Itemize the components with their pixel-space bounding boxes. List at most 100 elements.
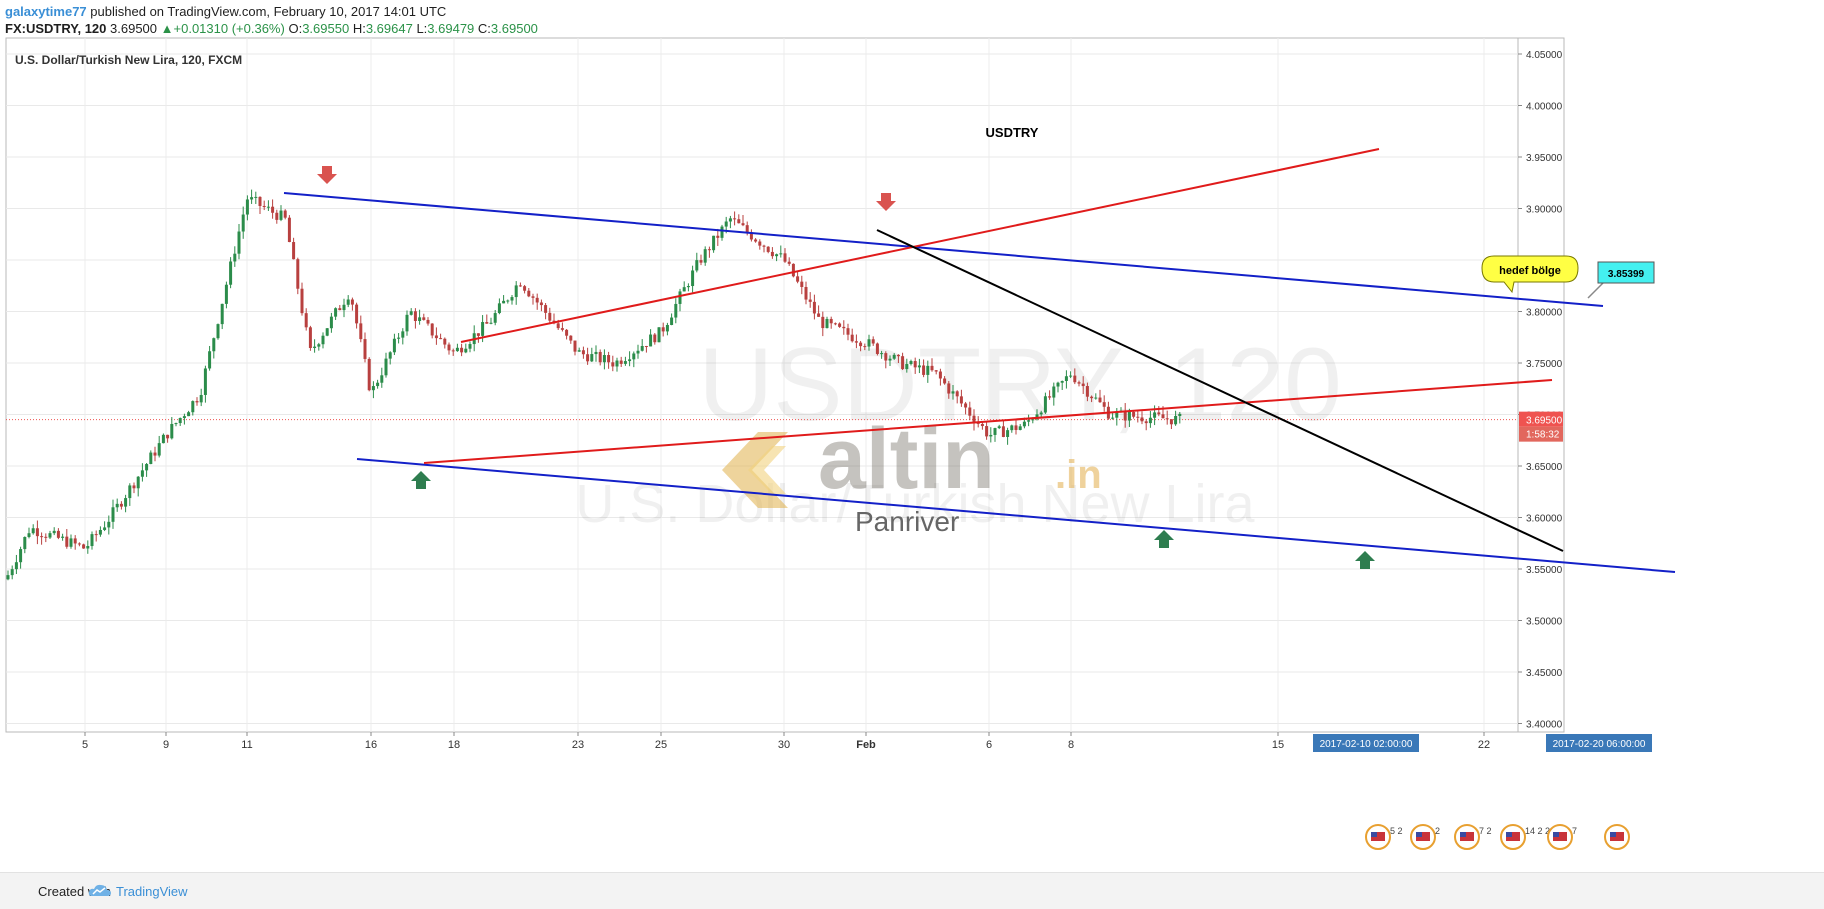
candle-body	[1165, 418, 1169, 420]
economic-event-badge[interactable]: 5 2	[1365, 824, 1403, 850]
economic-event-badge[interactable]: 14 2 2	[1500, 824, 1550, 850]
y-tick-label: 3.90000	[1526, 205, 1563, 216]
candle-down	[812, 294, 816, 320]
candle-body	[266, 206, 270, 208]
candle-up	[1069, 371, 1073, 379]
economic-event-badge[interactable]: 7 2	[1454, 824, 1492, 850]
candle-down	[699, 254, 703, 266]
candle-body	[791, 263, 795, 277]
open-value: 3.69550	[302, 21, 350, 36]
tradingview-cloud-icon	[88, 884, 111, 896]
candle-down	[1144, 419, 1148, 431]
candle-body	[943, 378, 947, 384]
candle-body	[1157, 412, 1161, 415]
candle-body	[1115, 412, 1119, 418]
y-tick-label: 3.55000	[1526, 565, 1563, 576]
candle-down	[539, 299, 543, 312]
candle-body	[430, 323, 434, 336]
target-zone-callout: hedef bölge	[1481, 255, 1579, 294]
candle-body	[976, 422, 980, 424]
candle-down	[1102, 395, 1106, 412]
candle-up	[993, 427, 997, 442]
candle-up	[636, 344, 640, 359]
price-chart[interactable]: 4.050004.000003.950003.900003.850003.800…	[0, 0, 1824, 872]
tradingview-link[interactable]: TradingView	[116, 884, 188, 899]
candle-up	[250, 189, 254, 204]
candle-body	[590, 354, 594, 362]
candle-up	[455, 343, 459, 352]
candle-up	[313, 339, 317, 353]
candle-up	[254, 191, 258, 204]
candle-body	[27, 533, 31, 538]
candle-down	[968, 401, 972, 421]
us-flag-canton	[1460, 832, 1466, 837]
candle-body	[586, 354, 590, 362]
author-link[interactable]: galaxytime77	[5, 4, 87, 19]
us-flag-canton	[1553, 832, 1559, 837]
candle-down	[770, 247, 774, 259]
candle-down	[82, 543, 86, 549]
candle-body	[1098, 397, 1102, 403]
event-count-label: 2	[1435, 826, 1440, 836]
y-tick-label: 4.00000	[1526, 102, 1563, 113]
candle-body	[1085, 386, 1089, 397]
candle-up	[19, 546, 23, 569]
candle-body	[779, 253, 783, 255]
candle-down	[451, 348, 455, 356]
candle-body	[783, 253, 787, 262]
last-price-tag-label: 3.69500	[1526, 416, 1563, 427]
us-flag-icon	[1610, 832, 1624, 841]
candle-up	[392, 333, 396, 356]
candle-up	[695, 252, 699, 273]
candle-up	[615, 357, 619, 372]
candle-body	[842, 326, 846, 329]
candle-down	[535, 293, 539, 310]
candle-up	[691, 265, 695, 293]
candle-down	[565, 328, 569, 340]
candle-up	[514, 281, 518, 305]
candle-body	[497, 303, 501, 314]
candle-down	[94, 530, 98, 542]
candle-up	[464, 343, 468, 354]
candle-body	[888, 358, 892, 361]
candle-body	[569, 335, 573, 341]
candle-down	[833, 322, 837, 326]
candle-down	[1157, 406, 1161, 417]
candle-body	[258, 196, 262, 206]
candle-body	[460, 347, 464, 353]
candle-body	[199, 394, 203, 403]
economic-event-badge[interactable]: 7	[1547, 824, 1577, 850]
candle-up	[510, 294, 514, 305]
economic-event-badge[interactable]	[1604, 824, 1630, 850]
candle-body	[128, 485, 132, 499]
candle-body	[896, 354, 900, 357]
candle-down	[762, 244, 766, 253]
candle-body	[972, 415, 976, 423]
candle-body	[1148, 417, 1152, 424]
candle-up	[216, 323, 220, 340]
candle-body	[1069, 375, 1073, 377]
candle-down	[1140, 411, 1144, 425]
candle-down	[1169, 419, 1173, 430]
candle-body	[216, 324, 220, 339]
candle-body	[670, 317, 674, 325]
candle-down	[884, 351, 888, 369]
candle-body	[804, 286, 808, 300]
candle-down	[153, 446, 157, 462]
y-tick-label: 4.05000	[1526, 50, 1563, 61]
candle-body	[292, 242, 296, 260]
x-tick-label: 30	[778, 739, 790, 751]
candle-body	[178, 418, 182, 424]
candle-up	[14, 554, 18, 575]
candle-down	[1001, 419, 1005, 438]
candle-up	[1052, 382, 1056, 406]
candle-body	[728, 218, 732, 222]
candle-up	[161, 433, 165, 444]
candle-body	[716, 235, 720, 238]
economic-event-badge[interactable]: 2	[1410, 824, 1440, 850]
candle-body	[254, 196, 258, 198]
candle-body	[523, 286, 527, 291]
us-flag-canton	[1416, 832, 1422, 837]
candle-down	[842, 320, 846, 335]
